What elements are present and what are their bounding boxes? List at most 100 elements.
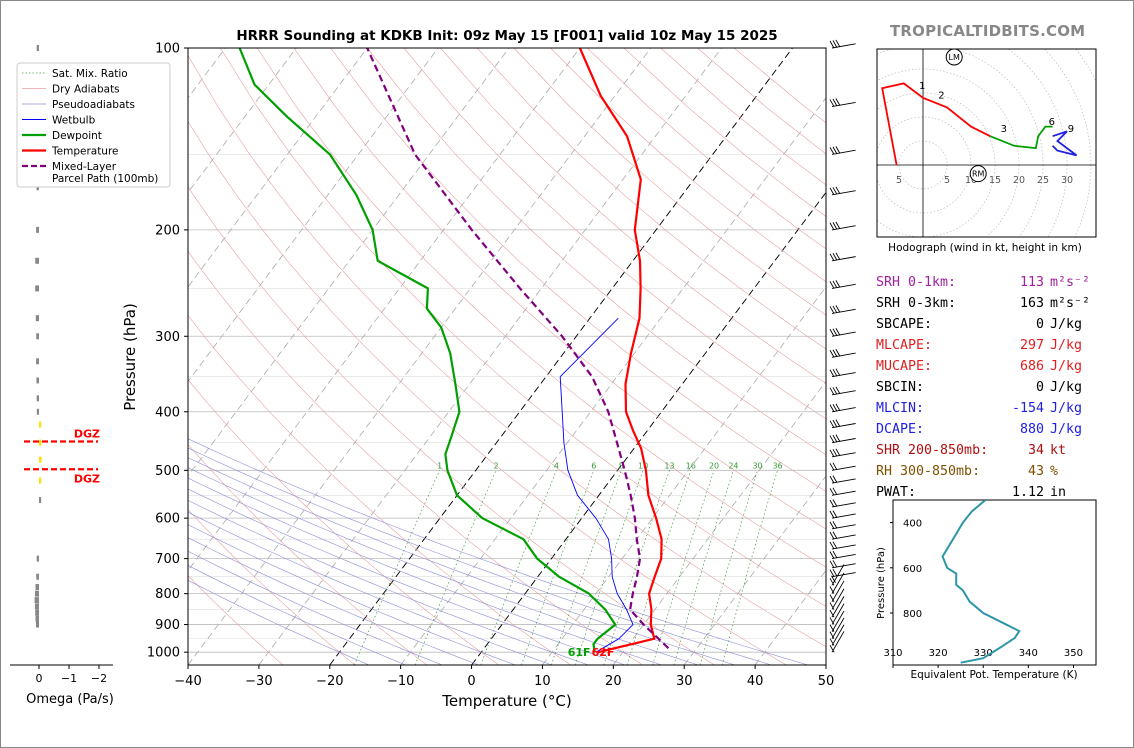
- wind-barb-flag: [829, 475, 835, 484]
- wind-barb-flag: [835, 305, 841, 313]
- omega-bar: [36, 408, 39, 415]
- wind-barb: [831, 580, 845, 602]
- dry-adiabat: [366, 48, 826, 456]
- stat-label: SBCAPE:: [876, 317, 933, 332]
- mixing-ratio-label: 1: [437, 461, 442, 470]
- stat-val: 686: [1019, 359, 1044, 374]
- y-tick-label: 400: [155, 405, 180, 420]
- wind-barb-flag: [832, 568, 838, 577]
- wind-barb: [831, 478, 856, 484]
- dry-adiabat: [188, 186, 715, 665]
- pseudoadiabat: [188, 524, 516, 665]
- stat-row: SBCAPE: 0 J/kg: [876, 314, 1116, 335]
- mixing-ratio-line: [550, 470, 622, 665]
- pseudoadiabat: [188, 457, 735, 665]
- hodo-segment-6-9: [1051, 130, 1078, 157]
- stat-label: SHR 200-850mb:: [876, 443, 989, 458]
- wind-barb-flag: [835, 221, 841, 230]
- stat-unit: %: [1050, 464, 1059, 479]
- wind-barb-flag: [829, 369, 835, 377]
- wind-barb: [831, 553, 856, 560]
- wind-barb-flag: [832, 475, 838, 483]
- theta-plot-frame: [892, 499, 1097, 666]
- stat-unit: m²s⁻²: [1050, 296, 1091, 311]
- hodo-segment-3-6: [989, 125, 1053, 150]
- dry-adiabat: [188, 250, 643, 665]
- isotherm: [188, 48, 510, 477]
- wind-barb-flag: [829, 499, 835, 508]
- wind-barb-flag: [832, 280, 838, 289]
- omega-tick-label: −2: [91, 672, 107, 685]
- isotherm: [188, 48, 652, 665]
- stat-row: MLCAPE: 297 J/kg: [876, 335, 1116, 356]
- omega-bar: [39, 456, 42, 463]
- wind-barb-flag: [832, 434, 838, 443]
- stat-unit: kt: [1050, 443, 1067, 458]
- omega-bar: [35, 615, 39, 622]
- omega-bar: [35, 609, 39, 616]
- x-tick-label: 0: [467, 674, 475, 689]
- wind-barb-flag: [829, 644, 835, 653]
- dry-adiabat: [403, 48, 826, 420]
- wind-barb-flag: [832, 487, 838, 496]
- wind-barb-flag: [829, 306, 835, 314]
- wind-barb: [831, 438, 856, 444]
- mixing-ratio-line: [480, 470, 557, 665]
- x-tick-label: 30: [676, 674, 693, 689]
- stat-val: 1.12: [1011, 485, 1044, 500]
- hodo-height-label: 1: [919, 81, 925, 92]
- x-tick-label: −20: [316, 674, 343, 689]
- x-tick-label: −30: [245, 674, 272, 689]
- stat-unit: J/kg: [1050, 359, 1083, 374]
- wind-barb-flag: [829, 586, 835, 594]
- y-tick-label: 300: [155, 330, 180, 345]
- x-tick-label: −10: [387, 674, 414, 689]
- omega-bar: [35, 584, 39, 591]
- wind-barb-flag: [829, 187, 835, 196]
- mixing-ratio-line: [414, 470, 497, 665]
- wind-barb-flag: [832, 328, 838, 336]
- mixing-ratio-label: 36: [772, 461, 782, 470]
- wind-barb-flag: [829, 638, 835, 646]
- legend-label: Sat. Mix. Ratio: [52, 68, 128, 80]
- wind-barb-flag: [829, 602, 835, 610]
- mixing-ratio-label: 16: [686, 461, 696, 470]
- hodo-height-label: 2: [938, 91, 944, 102]
- wind-barb-flag: [835, 386, 841, 395]
- omega-bar: [35, 257, 39, 264]
- hodograph-caption: Hodograph (wind in kt, height in km): [888, 242, 1082, 254]
- mixing-ratio-line: [699, 470, 758, 665]
- pseudoadiabat: [188, 467, 699, 665]
- wind-barb: [831, 308, 856, 314]
- surface-temperature-label: 62F: [592, 646, 615, 659]
- wind-barb-flag: [832, 449, 838, 457]
- x-tick-label: 50: [818, 674, 835, 689]
- mixing-ratio-label: 24: [728, 461, 738, 470]
- omega-tick-label: 0: [36, 672, 43, 685]
- wind-barb: [831, 610, 845, 632]
- theta-x-label: Equivalent Pot. Temperature (K): [910, 669, 1077, 681]
- stat-unit: m²s⁻²: [1050, 275, 1091, 290]
- stat-val: 297: [1019, 338, 1044, 353]
- wind-barb: [831, 631, 845, 653]
- stat-label: RH 300-850mb:: [876, 464, 981, 479]
- wind-barb-flag: [835, 98, 841, 106]
- stat-val: 163: [1019, 296, 1044, 311]
- wind-barb-flag: [829, 99, 835, 107]
- pseudoadiabat: [188, 579, 370, 665]
- wind-barb: [831, 490, 856, 496]
- stat-label: DCAPE:: [876, 422, 925, 437]
- wind-barb-flag: [829, 594, 835, 602]
- wind-barb-flag: [835, 448, 841, 457]
- wind-barb-flag: [832, 222, 838, 230]
- stat-val: 0: [1035, 317, 1044, 332]
- wind-barb-flag: [832, 98, 838, 107]
- stat-label: SRH 0-1km:: [876, 275, 957, 290]
- wind-barb: [831, 617, 845, 639]
- wind-barb-flag: [829, 350, 835, 358]
- series-mixed-layer: [366, 48, 670, 649]
- wind-barb-flag: [832, 499, 838, 507]
- wind-barb-flag: [832, 253, 838, 261]
- dry-adiabat: [188, 54, 826, 648]
- isotherm: [188, 48, 581, 572]
